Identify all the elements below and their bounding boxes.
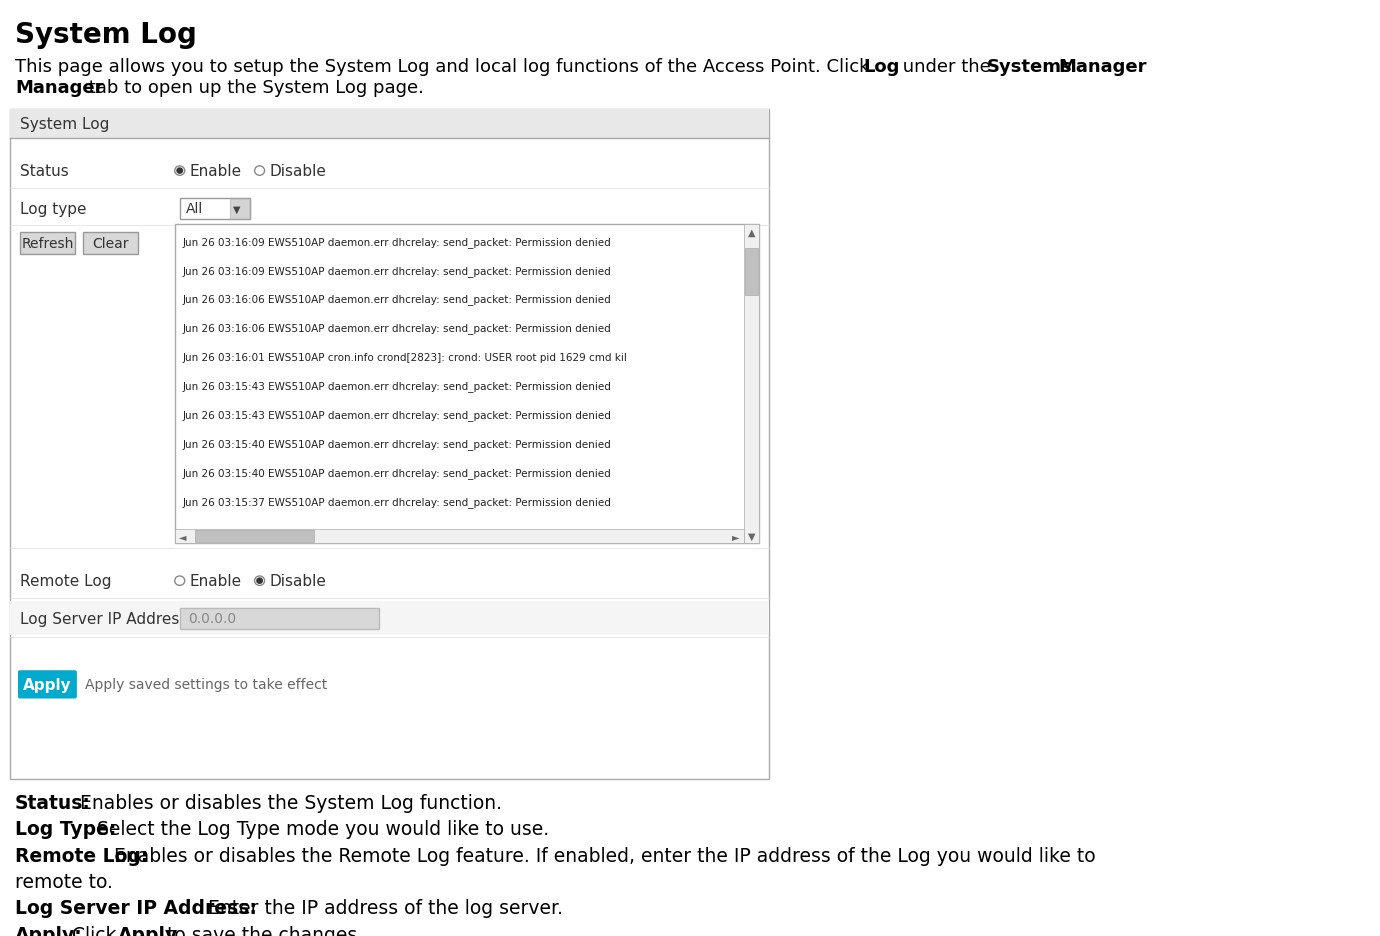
FancyBboxPatch shape — [10, 110, 769, 779]
Text: Click: Click — [66, 925, 123, 936]
Text: System Log: System Log — [19, 117, 109, 132]
Text: Systems: Systems — [987, 58, 1072, 77]
Text: Clear: Clear — [92, 237, 128, 251]
Text: Log: Log — [864, 58, 900, 77]
Text: Apply saved settings to take effect: Apply saved settings to take effect — [84, 678, 327, 692]
Text: tab to open up the System Log page.: tab to open up the System Log page. — [83, 80, 424, 97]
Text: Jun 26 03:16:01 EWS510AP cron.info crond[2823]: crond: USER root pid 1629 cmd ki: Jun 26 03:16:01 EWS510AP cron.info crond… — [182, 352, 628, 362]
Text: This page allows you to setup the System Log and local log functions of the Acce: This page allows you to setup the System… — [15, 58, 875, 77]
Text: Manager: Manager — [15, 80, 104, 97]
Text: under the: under the — [897, 58, 996, 77]
Text: Status: Status — [19, 164, 69, 179]
Text: ▼: ▼ — [233, 204, 240, 214]
Text: Enables or disables the Remote Log feature. If enabled, enter the IP address of : Enables or disables the Remote Log featu… — [108, 846, 1096, 865]
Text: Log Server IP Address:: Log Server IP Address: — [15, 899, 257, 917]
Text: Jun 26 03:15:40 EWS510AP daemon.err dhcrelay: send_packet: Permission denied: Jun 26 03:15:40 EWS510AP daemon.err dhcr… — [182, 468, 611, 479]
Text: remote to.: remote to. — [15, 872, 113, 891]
FancyBboxPatch shape — [179, 608, 380, 629]
Text: ►: ► — [731, 532, 740, 541]
Text: Jun 26 03:15:43 EWS510AP daemon.err dhcrelay: send_packet: Permission denied: Jun 26 03:15:43 EWS510AP daemon.err dhcr… — [182, 381, 611, 392]
Text: Log type: Log type — [19, 201, 87, 216]
Circle shape — [257, 578, 262, 584]
Text: Enter the IP address of the log server.: Enter the IP address of the log server. — [201, 899, 563, 917]
Text: Remote Log: Remote Log — [19, 574, 112, 589]
Text: Apply: Apply — [23, 677, 72, 692]
Text: Log Server IP Address: Log Server IP Address — [19, 611, 188, 626]
Text: Jun 26 03:15:40 EWS510AP daemon.err dhcrelay: send_packet: Permission denied: Jun 26 03:15:40 EWS510AP daemon.err dhcr… — [182, 439, 611, 450]
Text: Remote Log:: Remote Log: — [15, 846, 149, 865]
FancyBboxPatch shape — [18, 670, 77, 699]
FancyBboxPatch shape — [10, 602, 769, 636]
FancyBboxPatch shape — [179, 198, 250, 219]
Text: ▲: ▲ — [748, 227, 755, 238]
Text: Disable: Disable — [269, 164, 327, 179]
FancyBboxPatch shape — [195, 530, 315, 543]
Text: System Log: System Log — [15, 21, 197, 49]
Text: Manager: Manager — [1058, 58, 1147, 77]
FancyBboxPatch shape — [744, 225, 759, 544]
Text: Status:: Status: — [15, 793, 91, 812]
Text: Enable: Enable — [189, 574, 241, 589]
Text: Refresh: Refresh — [21, 237, 73, 251]
Text: ◄: ◄ — [179, 532, 186, 541]
Text: Jun 26 03:16:09 EWS510AP daemon.err dhcrelay: send_packet: Permission denied: Jun 26 03:16:09 EWS510AP daemon.err dhcr… — [182, 237, 611, 247]
FancyBboxPatch shape — [10, 110, 769, 139]
Text: Jun 26 03:15:43 EWS510AP daemon.err dhcrelay: send_packet: Permission denied: Jun 26 03:15:43 EWS510AP daemon.err dhcr… — [182, 410, 611, 421]
Circle shape — [177, 168, 182, 174]
Text: Enable: Enable — [189, 164, 241, 179]
Text: to save the changes.: to save the changes. — [160, 925, 363, 936]
Text: Jun 26 03:16:06 EWS510AP daemon.err dhcrelay: send_packet: Permission denied: Jun 26 03:16:06 EWS510AP daemon.err dhcr… — [182, 294, 611, 305]
Text: Disable: Disable — [269, 574, 327, 589]
Text: 0.0.0.0: 0.0.0.0 — [188, 612, 236, 625]
Text: Jun 26 03:16:06 EWS510AP daemon.err dhcrelay: send_packet: Permission denied: Jun 26 03:16:06 EWS510AP daemon.err dhcr… — [182, 323, 611, 334]
FancyBboxPatch shape — [175, 225, 759, 544]
FancyBboxPatch shape — [83, 233, 138, 256]
Text: Enables or disables the System Log function.: Enables or disables the System Log funct… — [75, 793, 502, 812]
Text: ▼: ▼ — [748, 531, 755, 541]
Text: Jun 26 03:15:37 EWS510AP daemon.err dhcrelay: send_packet: Permission denied: Jun 26 03:15:37 EWS510AP daemon.err dhcr… — [182, 497, 611, 507]
FancyBboxPatch shape — [745, 249, 758, 296]
FancyBboxPatch shape — [175, 529, 744, 544]
Text: All: All — [186, 202, 203, 216]
Text: Select the Log Type mode you would like to use.: Select the Log Type mode you would like … — [91, 819, 549, 839]
Text: Log Type:: Log Type: — [15, 819, 116, 839]
Text: Apply: Apply — [119, 925, 178, 936]
Text: Jun 26 03:16:09 EWS510AP daemon.err dhcrelay: send_packet: Permission denied: Jun 26 03:16:09 EWS510AP daemon.err dhcr… — [182, 265, 611, 276]
Text: Apply:: Apply: — [15, 925, 83, 936]
FancyBboxPatch shape — [19, 233, 75, 256]
